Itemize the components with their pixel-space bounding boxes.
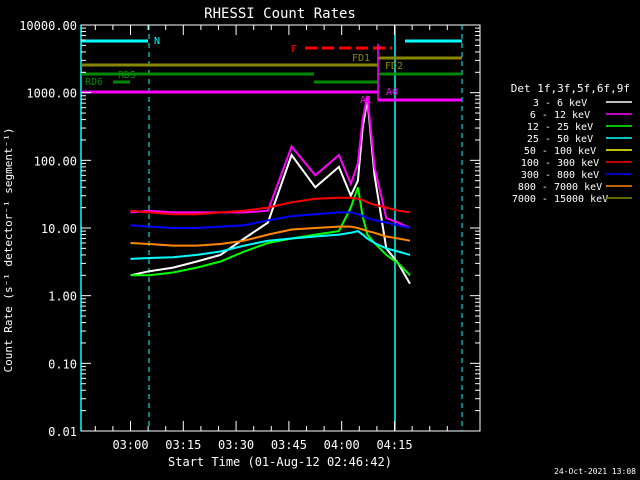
label-n: N xyxy=(154,36,160,47)
legend-label-1: 6 - 12 keV xyxy=(530,110,590,121)
y-tick-label: 10.00 xyxy=(41,222,77,236)
series-line-3 xyxy=(130,230,411,260)
y-tick-label: 0.10 xyxy=(48,357,77,371)
y-tick-label: 0.01 xyxy=(48,425,77,439)
series-layer xyxy=(130,95,411,285)
legend-title: Det 1f,3f,5f,6f,9f xyxy=(511,82,630,95)
legend-label-2: 12 - 25 keV xyxy=(527,122,593,133)
legend-label-5: 100 - 300 keV xyxy=(521,158,599,169)
x-tick-label: 03:15 xyxy=(165,438,201,452)
x-tick-label: 03:00 xyxy=(112,438,148,452)
series-line-7 xyxy=(130,225,411,247)
plot-frame xyxy=(80,24,481,432)
legend-label-8: 7000 - 15000 keV xyxy=(512,194,608,205)
series-line-0 xyxy=(130,99,411,285)
axis-layer: 10000.00 1000.00 100.00 10.00 1.00 0.10 0.01 03… xyxy=(19,19,480,452)
x-tick-label: 04:00 xyxy=(324,438,360,452)
legend-label-6: 300 - 800 keV xyxy=(521,170,599,181)
plot-frame-layer xyxy=(80,24,481,432)
series-line-1 xyxy=(130,95,411,229)
y-tick-label: 1.00 xyxy=(48,290,77,304)
x-tick-label: 03:30 xyxy=(218,438,254,452)
label-rd6: RD6 xyxy=(85,77,103,88)
y-tick-label: 10000.00 xyxy=(19,19,77,33)
y-tick-label: 1000.00 xyxy=(26,87,77,101)
y-tick-label: 100.00 xyxy=(34,154,77,168)
legend-label-4: 50 - 100 keV xyxy=(524,146,596,157)
label-fd1: FD1 xyxy=(352,53,370,64)
timestamp: 24-Oct-2021 13:08 xyxy=(554,467,636,476)
series-line-6 xyxy=(130,211,411,229)
x-tick-label: 03:45 xyxy=(271,438,307,452)
label-rd5: RD5 xyxy=(118,70,136,81)
label-f: F xyxy=(291,44,297,55)
label-fd2: FD2 xyxy=(385,61,403,72)
label-a0: A0 xyxy=(386,87,398,98)
x-tick-label: 04:15 xyxy=(376,438,412,452)
chart-title: RHESSI Count Rates xyxy=(204,6,356,22)
y-axis-label: Count Rate (s⁻¹ detector⁻¹ segment⁻¹) xyxy=(2,127,15,372)
x-axis-label: Start Time (01-Aug-12 02:46:42) xyxy=(168,455,392,469)
legend-label-0: 3 - 6 keV xyxy=(533,98,587,109)
series-line-5 xyxy=(130,196,411,216)
legend-label-3: 25 - 50 keV xyxy=(527,134,593,145)
legend-label-7: 800 - 7000 keV xyxy=(518,182,602,193)
